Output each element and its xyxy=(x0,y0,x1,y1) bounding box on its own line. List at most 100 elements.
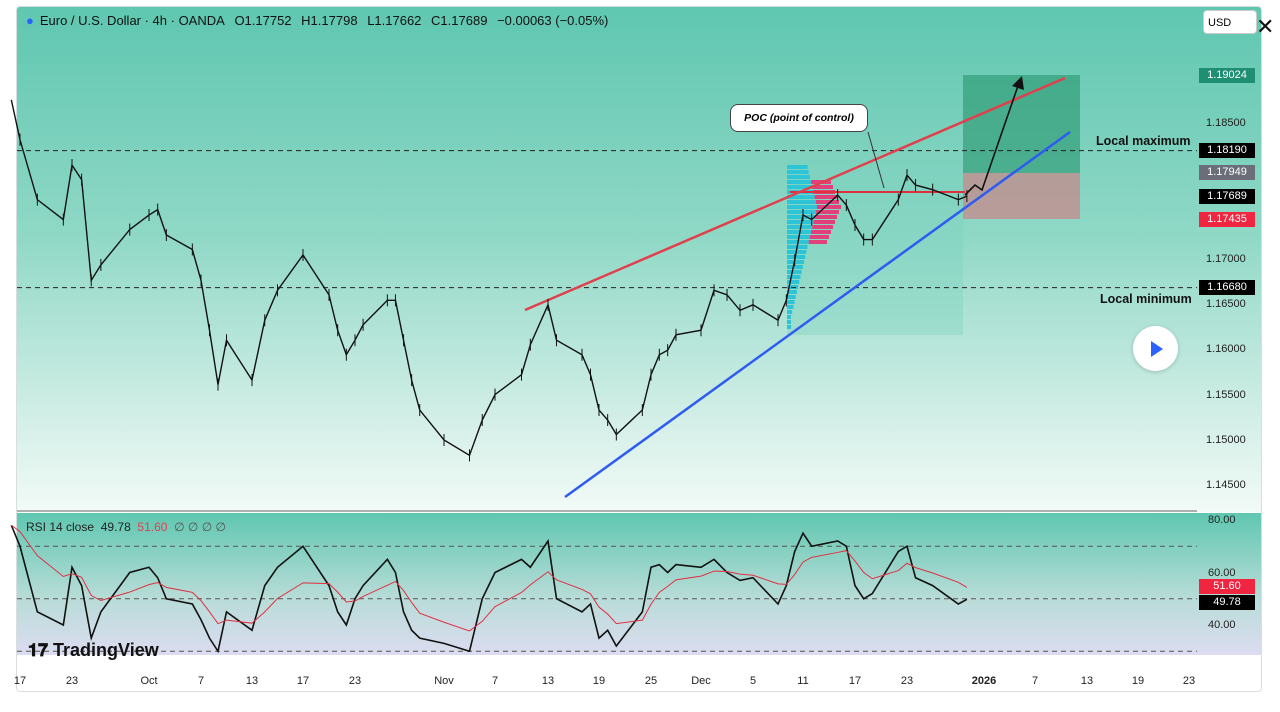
volume-profile-bar xyxy=(815,210,839,214)
volume-profile-bar xyxy=(787,270,802,274)
y-tick-label: 1.15000 xyxy=(1206,433,1246,446)
ohlc-close: C1.17689 xyxy=(431,13,488,28)
x-tick-label: 7 xyxy=(491,675,499,687)
y-tick-label: 1.18500 xyxy=(1206,116,1246,129)
x-tick-label: 7 xyxy=(197,675,205,687)
projection-arrow xyxy=(964,79,1021,196)
volume-profile-bar xyxy=(787,225,813,229)
y-tick-label: 1.15500 xyxy=(1206,388,1246,401)
x-tick-label: 5 xyxy=(749,675,757,687)
volume-profile-bar xyxy=(787,220,814,224)
volume-profile-bar xyxy=(814,195,837,199)
volume-profile-bar xyxy=(809,235,829,239)
ohlc-low: L1.17662 xyxy=(367,13,422,28)
ohlc-high: H1.17798 xyxy=(301,13,358,28)
x-tick-label: Dec xyxy=(691,675,711,687)
volume-profile-bar xyxy=(787,180,812,184)
y-tick-label: 1.16500 xyxy=(1206,297,1246,310)
price-badge: 1.17689 xyxy=(1199,188,1255,204)
x-tick-label: 23 xyxy=(348,675,362,687)
volume-profile-bar xyxy=(787,295,796,299)
price-badge: 1.17435 xyxy=(1199,211,1255,227)
volume-profile-bar xyxy=(787,195,815,199)
volume-profile-bar xyxy=(787,310,793,314)
volume-profile-bar xyxy=(787,185,813,189)
volume-profile-bar xyxy=(787,230,812,234)
x-tick-label: Nov xyxy=(434,675,454,687)
volume-profile-bar xyxy=(787,165,808,169)
rsi-placeholders: ∅ ∅ ∅ ∅ xyxy=(174,520,226,534)
volume-profile-bar xyxy=(787,320,791,324)
channel-lower-line xyxy=(564,130,1071,499)
ohlc-change: −0.00063 (−0.05%) xyxy=(497,13,609,28)
volume-profile-bar xyxy=(787,285,799,289)
x-tick-label: 11 xyxy=(797,675,809,687)
volume-profile-bar xyxy=(787,210,816,214)
volume-profile-bar xyxy=(787,170,809,174)
play-button[interactable] xyxy=(1133,326,1178,371)
price-badge: 1.18190 xyxy=(1199,143,1255,159)
x-tick-label: 25 xyxy=(644,675,658,687)
price-badge: 1.19024 xyxy=(1199,67,1255,83)
volume-profile-bar xyxy=(812,185,833,189)
rsi-label: RSI 14 close xyxy=(26,520,95,534)
x-tick-label: 7 xyxy=(1031,675,1039,687)
symbol-title[interactable]: Euro / U.S. Dollar · 4h · OANDA xyxy=(39,13,225,28)
volume-profile-bar xyxy=(787,305,794,309)
volume-profile-bar xyxy=(787,280,800,284)
x-tick-label: 23 xyxy=(65,675,79,687)
volume-profile-bar xyxy=(787,175,810,179)
volume-profile-bar xyxy=(814,215,837,219)
rsi-signal-badge: 51.60 xyxy=(1199,579,1255,594)
volume-profile-bar xyxy=(808,240,827,244)
rsi-axis-label: 80.00 xyxy=(1208,514,1236,526)
x-tick-label: 13 xyxy=(245,675,259,687)
volume-profile-bar xyxy=(817,205,841,209)
volume-profile-bar xyxy=(812,225,833,229)
poc-callout[interactable]: POC (point of control) xyxy=(730,104,868,132)
x-tick-label: 13 xyxy=(541,675,555,687)
volume-profile-bar xyxy=(815,200,839,204)
channel-upper-line xyxy=(524,76,1066,312)
volume-profile-bar xyxy=(787,200,816,204)
volume-profile-bar xyxy=(811,230,831,234)
volume-profile-bar xyxy=(787,260,804,264)
symbol-flag-icon: ● xyxy=(26,13,34,28)
volume-profile-bar xyxy=(787,205,817,209)
poc-callout-pointer xyxy=(867,131,885,189)
y-tick-label: 1.17000 xyxy=(1206,252,1246,265)
volume-profile-bar xyxy=(787,315,791,319)
x-tick-label: 17 xyxy=(13,675,27,687)
price-badge: 1.16680 xyxy=(1199,280,1255,296)
local-maximum-label: Local maximum xyxy=(1096,134,1191,148)
local-minimum-label: Local minimum xyxy=(1100,292,1192,306)
close-icon[interactable]: ✕ xyxy=(1256,14,1275,39)
x-tick-label: 13 xyxy=(1080,675,1094,687)
x-tick-label: 2026 xyxy=(971,675,997,687)
volume-profile-bar xyxy=(787,215,815,219)
y-tick-label: 1.16000 xyxy=(1206,343,1246,356)
rsi-signal-value: 51.60 xyxy=(137,520,168,534)
volume-profile-bar xyxy=(813,220,835,224)
time-axis[interactable] xyxy=(17,655,1261,691)
x-tick-label: 23 xyxy=(900,675,914,687)
symbol-header: ● Euro / U.S. Dollar · 4h · OANDA O1.1775… xyxy=(26,13,614,28)
price-series xyxy=(10,99,968,457)
y-tick-label: 1.14500 xyxy=(1206,479,1246,492)
ohlc-open: O1.17752 xyxy=(234,13,292,28)
rsi-pane[interactable] xyxy=(17,513,1261,655)
x-tick-label: 23 xyxy=(1182,675,1196,687)
x-tick-label: 17 xyxy=(296,675,310,687)
x-tick-label: Oct xyxy=(140,675,158,687)
tradingview-logo-icon: 𝟏𝟕 xyxy=(28,640,54,660)
rsi-axis-label: 60.00 xyxy=(1208,566,1236,579)
volume-profile-bar xyxy=(787,290,797,294)
x-tick-label: 19 xyxy=(1131,675,1145,687)
x-tick-label: 19 xyxy=(592,675,606,687)
target-zone xyxy=(963,75,1080,173)
rsi-value: 49.78 xyxy=(100,520,131,534)
x-tick-label: 17 xyxy=(848,675,862,687)
rsi-axis-label: 40.00 xyxy=(1208,619,1236,631)
currency-selector[interactable]: USD xyxy=(1203,10,1257,34)
